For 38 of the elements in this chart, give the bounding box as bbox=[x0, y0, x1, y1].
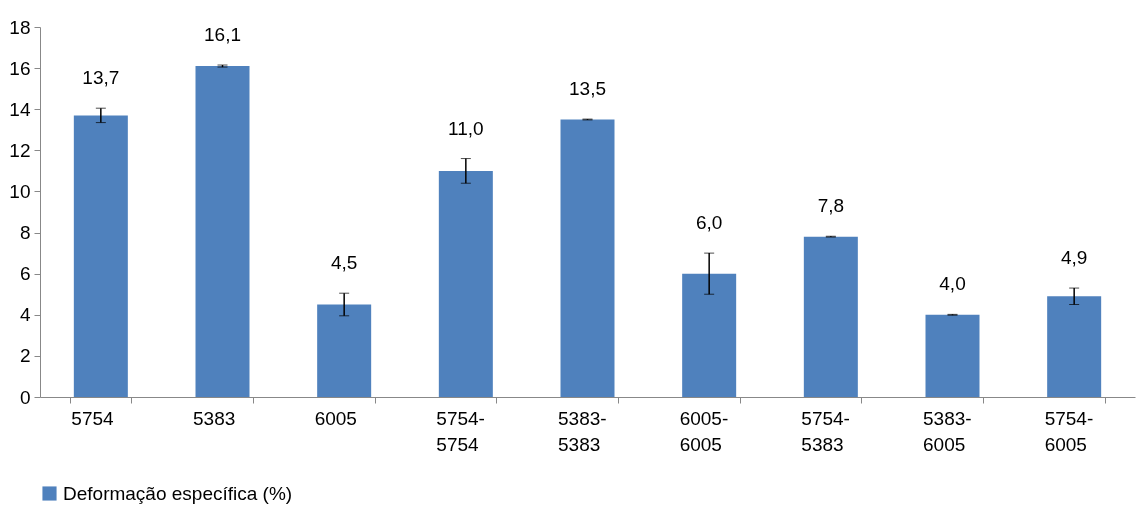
bar bbox=[925, 314, 980, 397]
legend-label: Deformação específica (%) bbox=[63, 482, 293, 504]
bar bbox=[317, 304, 372, 397]
y-tick-label: 10 bbox=[9, 180, 31, 202]
data-label: 4,9 bbox=[1060, 247, 1088, 269]
y-tick-label: 8 bbox=[19, 222, 31, 244]
y-tick-label: 14 bbox=[9, 98, 31, 120]
bar bbox=[195, 66, 250, 397]
y-tick-label: 6 bbox=[19, 263, 31, 285]
y-tick-label: 2 bbox=[19, 345, 31, 367]
bar bbox=[682, 273, 737, 397]
data-label: 4,5 bbox=[330, 252, 358, 274]
y-tick-label: 4 bbox=[19, 304, 31, 326]
bar bbox=[438, 170, 493, 397]
y-tick-label: 16 bbox=[9, 57, 31, 79]
bar bbox=[1047, 296, 1102, 397]
data-label: 7,8 bbox=[817, 195, 845, 217]
bar bbox=[73, 115, 128, 397]
x-tick-label: 5754-5383 bbox=[801, 407, 850, 455]
data-label: 4,0 bbox=[939, 273, 966, 295]
data-label: 6,0 bbox=[695, 212, 723, 234]
x-tick-label: 5383-6005 bbox=[923, 407, 972, 455]
data-label: 11,0 bbox=[448, 117, 484, 139]
x-tick-label: 5754-6005 bbox=[1044, 407, 1094, 455]
bar bbox=[803, 236, 858, 397]
x-tick-label: 6005 bbox=[314, 407, 357, 429]
x-tick-label: 6005-6005 bbox=[679, 407, 729, 455]
y-tick-label: 18 bbox=[9, 16, 31, 38]
bar bbox=[560, 119, 615, 397]
x-tick-label: 5754 bbox=[71, 407, 115, 429]
data-label: 13,5 bbox=[569, 78, 606, 100]
x-tick-label: 5383 bbox=[193, 407, 236, 429]
data-label: 13,7 bbox=[82, 67, 120, 89]
x-tick-label: 5754-5754 bbox=[436, 407, 485, 455]
data-label: 16,1 bbox=[204, 24, 241, 46]
y-tick-label: 12 bbox=[9, 139, 31, 161]
y-tick-label: 0 bbox=[19, 386, 31, 408]
x-tick-label: 5383-5383 bbox=[558, 407, 607, 455]
